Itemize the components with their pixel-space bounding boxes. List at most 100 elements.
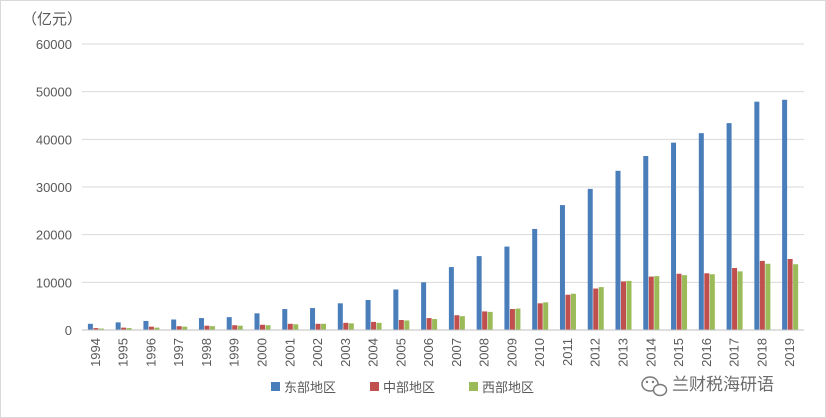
- legend: 东部地区 中部地区 西部地区: [271, 381, 534, 396]
- y-tick-label: 30000: [36, 180, 72, 195]
- bar-西部地区-2009: [515, 308, 521, 330]
- x-tick-label: 2009: [504, 338, 519, 367]
- bar-西部地区-2010: [543, 302, 549, 330]
- x-axis: 1994 1995 1996 1997 1998 1999 2000 2001 2002 2003…: [88, 338, 797, 367]
- bar-中部地区-2007: [454, 315, 460, 330]
- bar-西部地区-2012: [598, 287, 604, 330]
- bar-西部地区-2000: [265, 325, 271, 330]
- bar-中部地区-2010: [537, 303, 543, 330]
- bar-西部地区-2006: [432, 319, 438, 330]
- bar-东部地区-2016: [698, 133, 704, 330]
- x-tick-label: 2000: [255, 338, 270, 367]
- bar-西部地区-2004: [376, 322, 382, 330]
- x-tick-label: 1996: [143, 338, 158, 367]
- gridlines: [82, 43, 804, 283]
- bars: [87, 99, 799, 331]
- bar-中部地区-1995: [121, 327, 127, 330]
- bar-西部地区-1999: [237, 325, 243, 330]
- x-tick-label: 2007: [449, 338, 464, 367]
- x-tick-label: 1999: [227, 338, 242, 367]
- legend-swatch: [370, 382, 379, 391]
- y-tick-label: 50000: [36, 85, 72, 100]
- bar-中部地区-2000: [260, 324, 265, 330]
- x-tick-label: 1995: [116, 338, 131, 367]
- bar-东部地区-2007: [448, 267, 454, 330]
- x-tick-label: 2010: [532, 338, 547, 367]
- bar-东部地区-1998: [198, 318, 204, 330]
- bar-中部地区-2015: [676, 273, 682, 330]
- bar-东部地区-2009: [504, 246, 510, 330]
- bar-中部地区-2014: [648, 276, 654, 330]
- x-tick-label: 1998: [199, 338, 214, 367]
- watermark-text: 兰财税海研语: [672, 375, 774, 395]
- bar-中部地区-2006: [426, 318, 432, 330]
- x-tick-label: 2018: [754, 338, 769, 367]
- bar-中部地区-1998: [204, 325, 210, 330]
- bar-东部地区-1995: [115, 322, 121, 330]
- bar-东部地区-2011: [559, 205, 565, 330]
- y-tick-label: 20000: [36, 228, 72, 243]
- x-tick-label: 2004: [366, 338, 381, 367]
- x-tick-label: 2019: [782, 338, 797, 367]
- bar-东部地区-2010: [532, 228, 538, 330]
- y-axis: 0 10000 20000 30000 40000 50000 60000: [36, 37, 72, 338]
- bar-西部地区-2001: [293, 324, 299, 330]
- y-tick-label: 10000: [36, 275, 72, 290]
- bar-中部地区-2013: [621, 281, 626, 330]
- bar-东部地区-2001: [282, 309, 288, 330]
- bar-西部地区-1994: [98, 328, 104, 330]
- x-tick-label: 2001: [282, 338, 297, 367]
- bar-西部地区-1997: [182, 326, 188, 330]
- bar-西部地区-2007: [459, 316, 465, 330]
- bar-东部地区-2008: [476, 256, 482, 330]
- legend-swatch: [271, 382, 280, 391]
- bar-中部地区-1996: [148, 326, 154, 330]
- bar-西部地区-2019: [793, 264, 799, 330]
- bar-西部地区-2002: [321, 323, 327, 330]
- bar-东部地区-1999: [226, 317, 232, 330]
- bar-东部地区-1996: [143, 320, 149, 330]
- bar-东部地区-1997: [171, 319, 177, 330]
- bar-东部地区-2017: [726, 123, 732, 330]
- x-tick-label: 1997: [171, 338, 186, 367]
- bar-东部地区-2003: [337, 303, 343, 330]
- x-tick-label: 2003: [338, 338, 353, 367]
- y-tick-label: 40000: [36, 132, 72, 147]
- watermark: 兰财税海研语: [641, 375, 774, 397]
- y-tick-label: 0: [65, 323, 72, 338]
- bar-中部地区-2016: [704, 273, 710, 330]
- bar-中部地区-2018: [759, 260, 765, 330]
- bar-中部地区-2019: [787, 258, 793, 330]
- bar-东部地区-2004: [365, 299, 371, 330]
- x-tick-label: 2006: [421, 338, 436, 367]
- x-tick-label: 2014: [643, 338, 658, 367]
- bar-中部地区-2017: [732, 268, 738, 330]
- bar-中部地区-2008: [482, 311, 488, 330]
- bar-东部地区-2000: [254, 313, 260, 330]
- legend-label: 东部地区: [284, 381, 336, 396]
- bar-东部地区-2002: [310, 308, 316, 330]
- bar-西部地区-1996: [154, 327, 160, 330]
- bar-中部地区-2004: [371, 321, 377, 330]
- bar-东部地区-2018: [754, 101, 760, 331]
- x-tick-label: 2008: [477, 338, 492, 367]
- legend-label: 中部地区: [383, 381, 435, 396]
- bar-西部地区-2013: [626, 280, 632, 330]
- bar-西部地区-2011: [570, 293, 576, 330]
- bar-东部地区-2012: [587, 188, 593, 330]
- bar-中部地区-1999: [232, 325, 238, 330]
- bar-西部地区-2018: [765, 263, 771, 330]
- x-tick-label: 1994: [88, 338, 103, 367]
- x-tick-label: 2017: [727, 338, 742, 367]
- bar-中部地区-1994: [93, 328, 99, 330]
- bar-中部地区-2012: [593, 288, 599, 330]
- bar-西部地区-2015: [682, 275, 688, 330]
- bar-西部地区-2017: [737, 271, 743, 330]
- wechat-icon: [641, 376, 668, 397]
- bar-中部地区-2002: [315, 323, 321, 330]
- x-tick-label: 2012: [588, 338, 603, 367]
- bar-中部地区-2005: [398, 319, 404, 330]
- bar-东部地区-2019: [782, 99, 788, 331]
